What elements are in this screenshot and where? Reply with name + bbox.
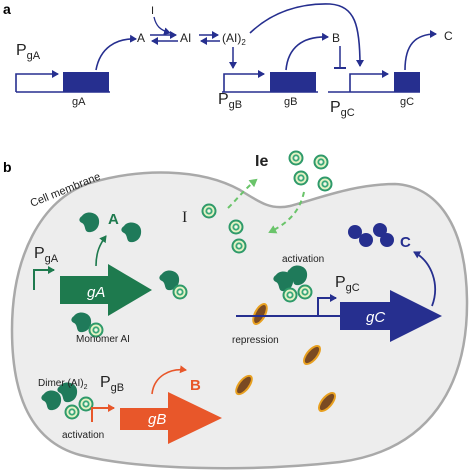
- inducer-molecule: [228, 219, 244, 235]
- protein-c-molecule: [348, 223, 394, 247]
- species-ai2-label: (AI)2: [222, 31, 246, 47]
- promoter-gc-arrow-b: [317, 294, 337, 316]
- promoter-gc-label-b: PgC: [335, 274, 360, 294]
- gene-gb-arrow: [120, 392, 222, 444]
- panel-a: a PgA gA I A AI (AI)2 PgB gB: [3, 1, 453, 119]
- monomer-i-molecule: [172, 284, 188, 300]
- promoter-ga-label-b: PgA: [34, 245, 59, 265]
- panel-a-label: a: [3, 1, 11, 17]
- gene-gc-box: [394, 72, 420, 92]
- inducer-internal-label: I: [182, 209, 187, 226]
- activation-bottom-label: activation: [62, 430, 104, 441]
- dimer-label: Dimer (AI)2: [38, 378, 88, 391]
- protein-a-label: A: [108, 211, 119, 228]
- promoter-ga-arrow-b: [33, 266, 55, 290]
- promoter-gb-arrow: [223, 70, 265, 92]
- gene-gc-label-b: gC: [366, 309, 385, 326]
- gene-gc-arrow: [340, 290, 442, 342]
- dimer-i-molecule: [64, 404, 80, 420]
- gb-expresses-b-arrow: [151, 365, 187, 395]
- gc-to-c-arrow: [404, 30, 437, 71]
- ga-expresses-a-arrow: [95, 235, 107, 267]
- gb-to-b-arrow: [285, 32, 329, 71]
- i-binding-arrow: [153, 16, 171, 36]
- promoter-gb-label: PgB: [218, 91, 242, 111]
- promoter-ga-label: PgA: [16, 42, 41, 62]
- promoter-ga-arrow: [15, 70, 59, 92]
- promoter-gb-arrow-b: [91, 404, 115, 422]
- cell-body: [10, 171, 469, 470]
- inducer-influx-arrow: [227, 178, 258, 209]
- promoter-gc-label: PgC: [330, 99, 355, 119]
- inducer-molecule: [231, 238, 247, 254]
- gene-gb-box: [270, 72, 316, 92]
- species-c-label: C: [444, 29, 453, 43]
- promoter-gc-arrow: [349, 70, 389, 92]
- promoter-gb-label-b: PgB: [100, 374, 124, 394]
- gene-ga-label: gA: [72, 96, 86, 108]
- species-b-label: B: [332, 31, 340, 45]
- repression-label: repression: [232, 335, 279, 346]
- gene-ga-box: [63, 72, 109, 92]
- gene-gb-label: gB: [284, 96, 297, 108]
- protein-c-label: C: [400, 234, 411, 251]
- inducer-external-label: Ie: [255, 153, 268, 170]
- dimer-i-molecule: [282, 287, 298, 303]
- inducer-efflux-arrow: [268, 191, 305, 234]
- protein-b-label: B: [190, 377, 201, 394]
- gc-expresses-c-arrow: [413, 251, 436, 307]
- panel-b: b Cell membrane Ie I A PgA gA: [3, 150, 469, 470]
- gene-ga-label-b: gA: [87, 284, 105, 301]
- inducer-molecule: [293, 170, 309, 186]
- gene-ga-arrow: [60, 264, 152, 316]
- gene-gc-label: gC: [400, 96, 414, 108]
- monomer-label: Monomer AI: [76, 334, 130, 345]
- dimer-activates-pgc-arrow: [249, 3, 364, 67]
- inducer-molecule: [313, 154, 329, 170]
- inducer-molecule: [201, 203, 217, 219]
- inducer-molecule: [288, 150, 304, 166]
- species-ai-label: AI: [180, 31, 191, 45]
- dimer-i-molecule: [297, 284, 313, 300]
- activation-top-label: activation: [282, 254, 324, 265]
- ga-to-a-arrow: [95, 34, 137, 71]
- inducer-molecule: [317, 176, 333, 192]
- species-i-label: I: [151, 5, 154, 17]
- gene-gb-label-b: gB: [148, 411, 166, 428]
- species-a-label: A: [137, 31, 145, 45]
- panel-b-label: b: [3, 159, 12, 175]
